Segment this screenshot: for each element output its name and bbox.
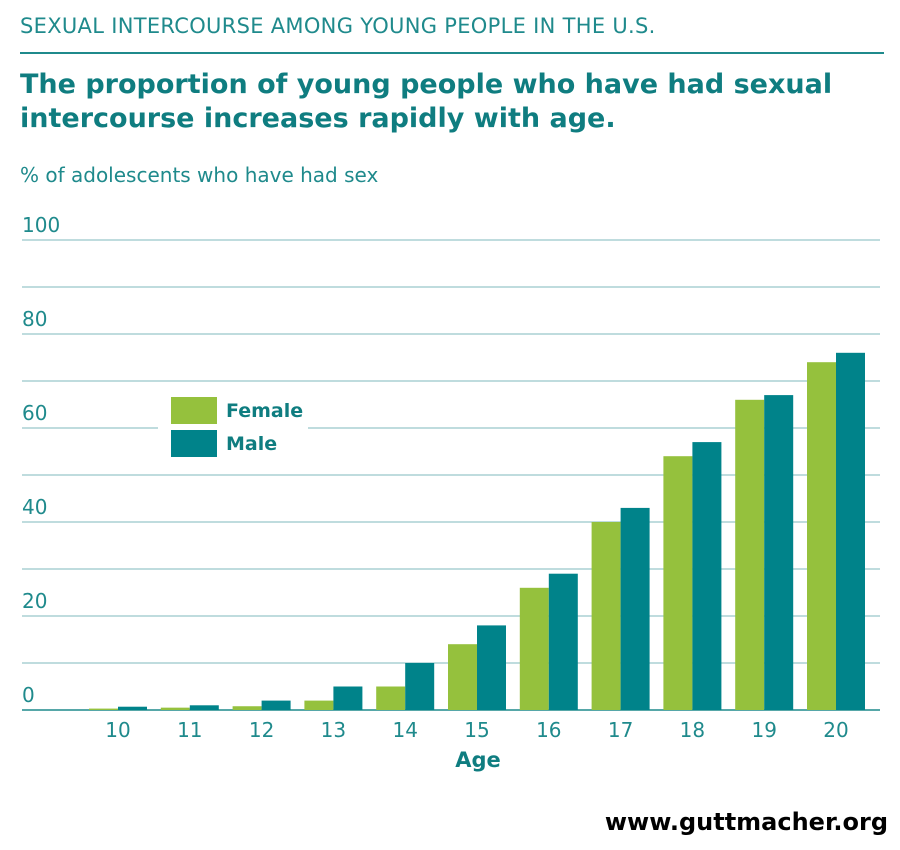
bar-male-12 (261, 700, 291, 710)
bar-male-14 (405, 663, 435, 710)
y-tick-label: 20 (22, 589, 47, 613)
bar-female-20 (807, 362, 836, 710)
x-tick-label: 11 (177, 718, 202, 742)
legend-label-male: Male (226, 433, 277, 455)
bar-chart: 0 20 40 60 80 100 10 11 12 13 14 15 16 17 18 19 20 Fema… (22, 213, 880, 772)
x-tick-label: 16 (536, 718, 561, 742)
bar-female-11 (160, 707, 190, 710)
x-tick-label: 17 (608, 718, 633, 742)
bar-female-14 (376, 686, 406, 710)
bar-female-13 (304, 700, 334, 710)
bar-male-19 (764, 395, 794, 710)
x-tick-label: 10 (105, 718, 130, 742)
legend-swatch-female (171, 397, 217, 424)
y-tick-labels: 0 20 40 60 80 100 (22, 213, 60, 707)
bar-male-11 (189, 705, 219, 710)
y-tick-label: 100 (22, 213, 60, 237)
bars (89, 352, 865, 710)
x-tick-labels: 10 11 12 13 14 15 16 17 18 19 20 (105, 718, 848, 742)
bar-male-10 (118, 706, 147, 710)
x-tick-label: 20 (823, 718, 848, 742)
legend: Female Male (158, 392, 308, 460)
legend-label-female: Female (226, 400, 303, 422)
bar-female-10 (89, 708, 118, 710)
x-tick-label: 12 (249, 718, 274, 742)
bar-male-13 (333, 686, 363, 710)
y-axis-label: % of adolescents who have had sex (20, 163, 379, 187)
bar-male-20 (836, 352, 865, 710)
y-tick-label: 40 (22, 495, 47, 519)
bar-female-12 (232, 706, 262, 710)
bar-female-17 (591, 522, 621, 710)
bar-male-15 (477, 625, 506, 710)
eyebrow-divider (20, 52, 884, 54)
x-tick-label: 18 (680, 718, 705, 742)
bar-male-17 (620, 507, 650, 710)
x-tick-label: 19 (751, 718, 776, 742)
bar-female-15 (448, 644, 477, 710)
source-url: www.guttmacher.org (604, 808, 888, 836)
bar-female-16 (519, 587, 549, 710)
y-tick-label: 0 (22, 683, 35, 707)
x-tick-label: 13 (321, 718, 346, 742)
x-tick-label: 14 (392, 718, 417, 742)
bar-male-18 (692, 442, 722, 710)
x-axis-label: Age (455, 748, 501, 772)
bar-male-16 (548, 573, 578, 710)
y-tick-label: 60 (22, 401, 47, 425)
legend-swatch-male (171, 430, 217, 457)
x-tick-label: 15 (464, 718, 489, 742)
y-tick-label: 80 (22, 307, 47, 331)
bar-female-18 (663, 456, 693, 710)
chart-eyebrow: SEXUAL INTERCOURSE AMONG YOUNG PEOPLE IN… (20, 14, 656, 38)
chart-title: The proportion of young people who have … (20, 69, 833, 134)
bar-female-19 (735, 399, 765, 710)
